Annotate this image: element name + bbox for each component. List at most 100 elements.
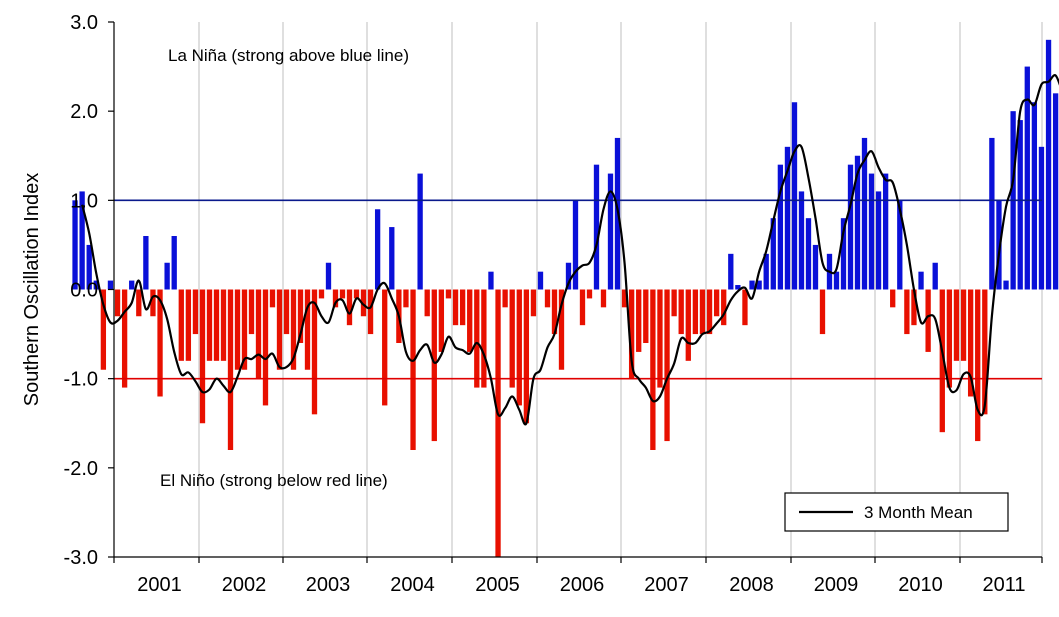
soi-bar xyxy=(136,289,142,317)
soi-bar xyxy=(657,289,663,388)
soi-bar xyxy=(488,271,494,290)
soi-bar xyxy=(262,289,269,406)
soi-bar xyxy=(438,289,445,352)
x-year-label: 2011 xyxy=(982,574,1025,596)
soi-bar xyxy=(374,209,381,290)
soi-bar xyxy=(805,218,812,290)
soi-bar xyxy=(86,244,92,290)
x-year-label: 2004 xyxy=(390,574,435,596)
x-year-label: 2003 xyxy=(306,574,351,596)
y-tick-label: 2.0 xyxy=(70,101,98,123)
soi-bar xyxy=(770,218,776,290)
y-tick-label: 0.0 xyxy=(70,280,98,302)
soi-bar xyxy=(763,253,769,290)
soi-bar xyxy=(1052,93,1059,290)
soi-bar xyxy=(728,253,734,290)
mean-line-layer xyxy=(81,74,1059,426)
soi-bar xyxy=(269,289,276,308)
reference-lines-layer xyxy=(114,199,1042,380)
x-year-label: 2001 xyxy=(137,574,182,596)
x-year-label: 2005 xyxy=(475,574,520,596)
soi-bar xyxy=(452,289,459,326)
soi-bar xyxy=(502,289,508,308)
bars-layer xyxy=(72,39,1059,557)
soi-bar xyxy=(897,200,903,290)
soi-bar xyxy=(150,289,156,317)
soi-bar xyxy=(213,289,220,361)
soi-bar xyxy=(593,164,600,290)
soi-bar xyxy=(1003,280,1009,290)
soi-bar xyxy=(297,289,304,343)
soi-bar xyxy=(932,262,938,290)
soi-bar xyxy=(551,289,558,335)
legend: 3 Month Mean xyxy=(784,492,1009,532)
soi-bar xyxy=(833,271,840,290)
soi-bar xyxy=(143,236,149,290)
soi-bar xyxy=(749,280,755,290)
soi-bar xyxy=(579,289,586,326)
soi-bar xyxy=(79,191,85,290)
soi-bar xyxy=(382,289,388,406)
soi-bar xyxy=(206,289,213,361)
soi-bar xyxy=(685,289,691,361)
soi-bar xyxy=(509,289,515,388)
soi-bar xyxy=(798,191,805,290)
soi-bar xyxy=(706,289,713,335)
soi-bar xyxy=(713,289,720,317)
el-nino-annotation: El Niño (strong below red line) xyxy=(160,471,388,490)
soi-bar xyxy=(445,289,452,299)
soi-bar xyxy=(784,146,791,290)
soi-bar xyxy=(332,289,339,308)
soi-bar xyxy=(107,280,114,290)
soi-bar xyxy=(967,289,974,397)
soi-bar xyxy=(572,200,579,290)
soi-bar xyxy=(220,289,227,361)
soi-bar xyxy=(516,289,522,406)
soi-bar xyxy=(360,289,367,317)
soi-bar xyxy=(918,271,924,290)
soi-bar xyxy=(537,271,544,290)
soi-bar xyxy=(678,289,684,335)
soi-bar xyxy=(114,289,121,317)
x-year-label: 2010 xyxy=(898,574,943,596)
soi-bar xyxy=(227,289,234,450)
soi-bar xyxy=(840,218,847,290)
soi-bar xyxy=(346,289,353,326)
soi-bar xyxy=(890,289,896,308)
soi-bar xyxy=(946,289,953,388)
soi-bar xyxy=(636,289,642,352)
soi-bar xyxy=(854,155,861,290)
soi-bar xyxy=(558,289,565,370)
soi-bar xyxy=(777,164,784,290)
soi-bar xyxy=(544,289,551,308)
legend-label: 3 Month Mean xyxy=(864,503,973,522)
x-year-label: 2006 xyxy=(560,574,605,596)
soi-bar xyxy=(325,262,332,290)
soi-bar xyxy=(318,289,325,299)
soi-bar xyxy=(255,289,262,379)
soi-bar xyxy=(600,289,607,308)
soi-bar xyxy=(1031,102,1038,290)
soi-bar xyxy=(353,289,360,299)
soi-bar xyxy=(904,289,910,335)
soi-bar xyxy=(742,289,748,326)
y-tick-label: -1.0 xyxy=(64,369,98,391)
y-axis-title: Southern Oscillation Index xyxy=(21,173,43,406)
soi-bar xyxy=(586,289,593,299)
soi-bar xyxy=(389,227,395,290)
soi-bar xyxy=(424,289,430,317)
soi-bar xyxy=(283,289,290,335)
x-year-label: 2002 xyxy=(222,574,267,596)
soi-bar xyxy=(628,289,635,379)
soi-bar xyxy=(121,289,128,388)
soi-bar xyxy=(290,289,297,370)
soi-bar xyxy=(1038,146,1045,290)
soi-bar xyxy=(467,289,473,352)
soi-bar xyxy=(304,289,311,370)
soi-bar xyxy=(1017,120,1023,290)
soi-bar xyxy=(339,289,346,299)
three-month-mean-line xyxy=(81,74,1059,426)
soi-bar xyxy=(692,289,699,335)
